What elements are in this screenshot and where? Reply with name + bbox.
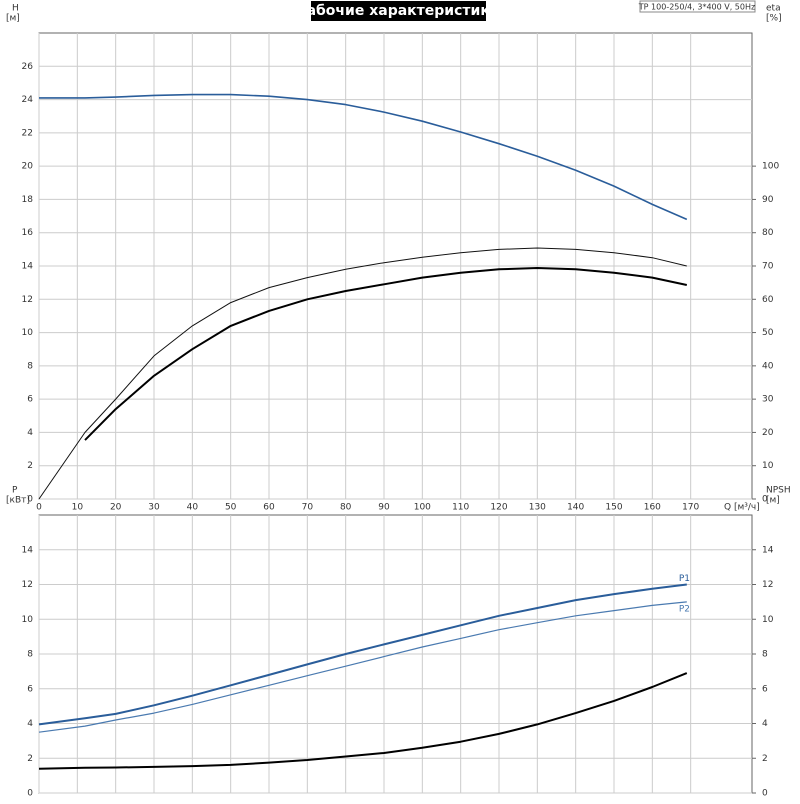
- y-tick-label: 8: [27, 361, 33, 371]
- y-tick-label: 0: [27, 789, 33, 799]
- series-line: [84, 267, 688, 441]
- x-tick-label: 90: [378, 503, 390, 513]
- x-tick-label: 170: [682, 503, 699, 513]
- y-tick-label: 12: [22, 295, 33, 305]
- y2-tick-label: 100: [762, 162, 779, 172]
- x-tick-label: 120: [490, 503, 507, 513]
- y-tick-label: 4: [27, 428, 33, 438]
- x-axis-label: Q [м³/ч]: [724, 503, 760, 513]
- x-tick-label: 70: [302, 503, 314, 513]
- series-label: P1: [679, 574, 690, 584]
- y-tick-label: 8: [27, 650, 33, 660]
- x-tick-label: 160: [644, 503, 661, 513]
- chart-title: Рабочие характеристики: [296, 3, 499, 19]
- y-tick-label: 16: [22, 228, 34, 238]
- y-tick-label: 14: [22, 262, 34, 272]
- y-tick-label: 6: [27, 684, 33, 694]
- x-tick-label: 110: [452, 503, 469, 513]
- y2-tick-label: 90: [762, 195, 774, 205]
- y-tick-label: 2: [27, 461, 33, 471]
- x-tick-label: 0: [36, 503, 42, 513]
- y2-tick-label: 8: [762, 650, 768, 660]
- y2-tick-label: 50: [762, 328, 774, 338]
- y-tick-label: 0: [27, 495, 33, 505]
- y2-axis-label: eta: [766, 4, 781, 14]
- x-tick-label: 40: [187, 503, 199, 513]
- y2-tick-label: 14: [762, 545, 774, 555]
- y-axis-label: P: [12, 486, 18, 496]
- title-box: [311, 1, 486, 21]
- y2-tick-label: 60: [762, 295, 774, 305]
- y2-tick-label: 40: [762, 361, 774, 371]
- y2-tick-label: 80: [762, 228, 774, 238]
- y-tick-label: 22: [22, 128, 33, 138]
- x-tick-label: 30: [148, 503, 160, 513]
- y2-axis-unit: [%]: [766, 14, 782, 24]
- y-tick-label: 6: [27, 395, 33, 405]
- y2-tick-label: 0: [762, 789, 768, 799]
- x-tick-label: 80: [340, 503, 352, 513]
- y2-axis-label: NPSH: [766, 486, 791, 496]
- y-tick-label: 14: [22, 545, 34, 555]
- y2-axis-unit: [м]: [766, 496, 780, 506]
- y2-tick-label: 30: [762, 395, 774, 405]
- y-tick-label: 24: [22, 95, 34, 105]
- y-tick-label: 10: [22, 615, 34, 625]
- x-tick-label: 130: [529, 503, 546, 513]
- y2-tick-label: 10: [762, 615, 774, 625]
- x-tick-label: 100: [414, 503, 431, 513]
- series-line: [39, 93, 688, 221]
- y-tick-label: 12: [22, 580, 33, 590]
- y-tick-label: 18: [22, 195, 34, 205]
- x-tick-label: 20: [110, 503, 122, 513]
- series-label: P2: [679, 604, 690, 614]
- series-line: [38, 583, 687, 726]
- x-tick-label: 140: [567, 503, 584, 513]
- y2-tick-label: 70: [762, 262, 774, 272]
- y2-tick-label: 6: [762, 684, 768, 694]
- y-tick-label: 26: [22, 62, 34, 72]
- y-tick-label: 10: [22, 328, 34, 338]
- pump-info: TP 100-250/4, 3*400 V, 50Hz: [638, 3, 755, 12]
- x-tick-label: 50: [225, 503, 237, 513]
- y-axis-unit: [м]: [6, 14, 20, 24]
- y-tick-label: 4: [27, 719, 33, 729]
- y2-tick-label: 4: [762, 719, 768, 729]
- y-tick-label: 2: [27, 754, 33, 764]
- y-axis-unit: [кВт]: [6, 496, 30, 506]
- y2-tick-label: 10: [762, 461, 774, 471]
- y2-tick-label: 12: [762, 580, 773, 590]
- series-line: [38, 672, 688, 770]
- y-axis-label: H: [12, 4, 19, 14]
- series-line: [38, 247, 687, 500]
- x-tick-label: 150: [605, 503, 622, 513]
- y2-tick-label: 20: [762, 428, 774, 438]
- y2-tick-label: 2: [762, 754, 768, 764]
- series-line: [38, 601, 687, 733]
- info-box: [639, 0, 756, 13]
- y-tick-label: 20: [22, 162, 34, 172]
- x-tick-label: 10: [72, 503, 84, 513]
- y2-tick-label: 0: [762, 495, 768, 505]
- x-tick-label: 60: [263, 503, 275, 513]
